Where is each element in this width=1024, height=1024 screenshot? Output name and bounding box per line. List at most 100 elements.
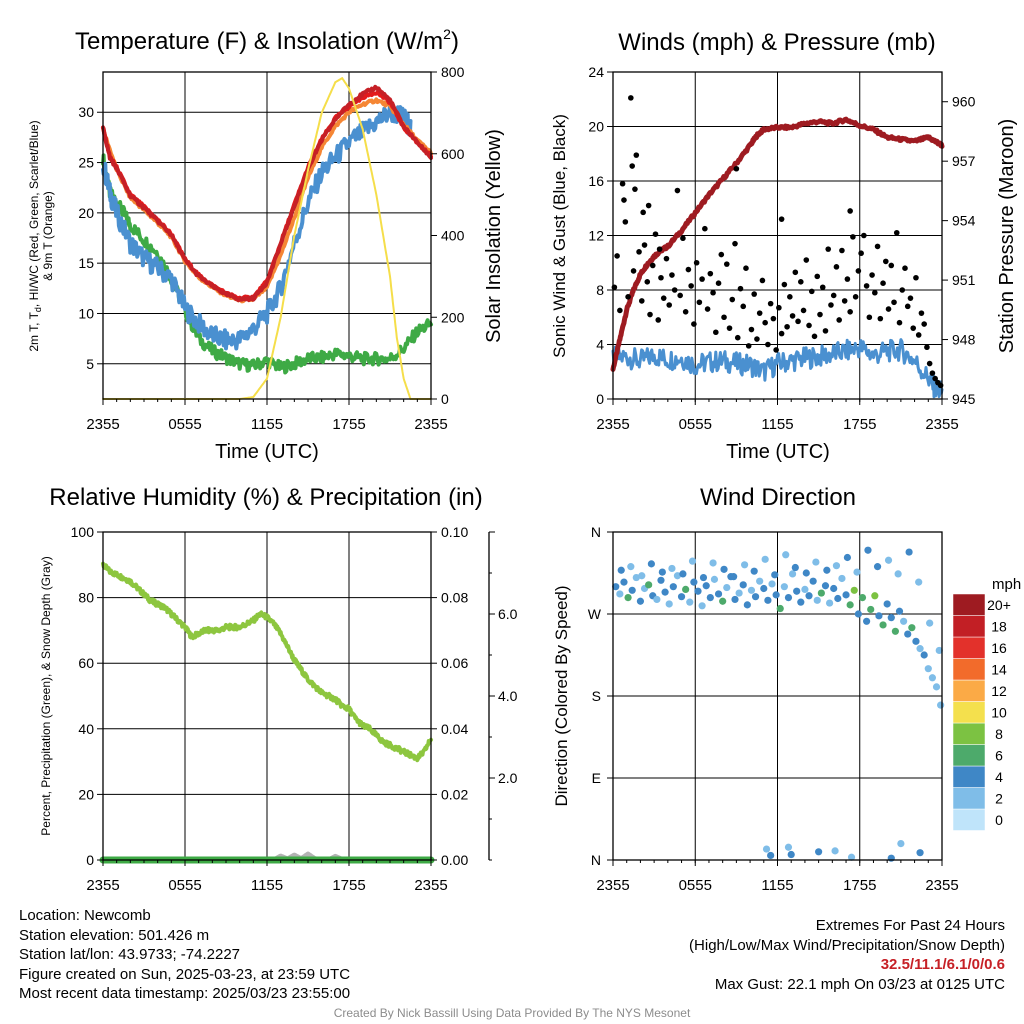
y-tick-label: S (592, 688, 601, 704)
gust-point (924, 344, 930, 351)
gust-point (789, 313, 796, 319)
direction-point (834, 594, 842, 603)
y2-tick-label: 954 (952, 213, 976, 229)
direction-point (741, 561, 749, 569)
direction-point (616, 590, 624, 598)
gust-point (699, 276, 705, 282)
direction-point (771, 571, 779, 579)
y-tick-label: 4 (596, 337, 604, 353)
y2-tick-label: 0.04 (441, 721, 468, 737)
legend-label: 8 (995, 726, 1003, 742)
direction-point (762, 845, 771, 853)
gust-point (814, 273, 821, 280)
y2-tick-label: 948 (952, 332, 976, 348)
legend-swatch (952, 658, 986, 681)
legend-label: 10 (991, 704, 1007, 720)
gust-point (680, 235, 686, 242)
legend-swatch (952, 722, 986, 745)
gust-point (784, 323, 790, 330)
y-tick-label: 20 (588, 119, 604, 135)
gust-point (677, 292, 683, 299)
direction-point (731, 595, 739, 604)
dir-panel-title: Wind Direction (700, 484, 856, 511)
gust-point (652, 231, 659, 237)
gust-point (888, 262, 895, 269)
direction-point (838, 574, 846, 583)
y-tick-label: 20 (78, 205, 94, 221)
direction-point (863, 617, 871, 625)
credit-text: Created By Nick Bassill Using Data Provi… (333, 1006, 691, 1020)
direction-point (719, 597, 727, 605)
gust-point (819, 284, 826, 291)
gust-point (877, 315, 884, 322)
gust-point (748, 326, 755, 333)
x-tick-label: 1155 (761, 877, 793, 894)
direction-point (690, 578, 698, 586)
direction-point (916, 645, 924, 653)
direction-point (809, 577, 817, 585)
y2-tick-label: 960 (952, 94, 976, 110)
gust-point (858, 250, 864, 257)
station-info: Location: Newcomb Station elevation: 501… (19, 906, 350, 1004)
temp-ylabel-left: 2m T, Td, HI/WC (Red, Green, Scarlet/Blu… (27, 120, 43, 351)
direction-point (768, 580, 776, 588)
gust-point (839, 247, 845, 254)
direction-point (787, 850, 795, 859)
legend-label: 16 (991, 640, 1007, 656)
direction-point (916, 849, 924, 857)
direction-point (846, 601, 854, 609)
gust-point (798, 279, 804, 285)
gust-point (718, 251, 725, 258)
y-tick-label: 40 (78, 721, 94, 737)
gust-point (734, 334, 741, 341)
direction-point (821, 582, 830, 590)
direction-point (823, 566, 831, 574)
temp-panel-title: Temperature (F) & Insolation (W/m2) (75, 26, 459, 55)
x-tick-label: 1155 (251, 877, 283, 894)
gust-point (721, 314, 727, 321)
direction-point (850, 586, 858, 594)
y2-tick-label: 0.08 (441, 590, 468, 606)
series-station-pressure (610, 116, 945, 372)
gust-point (866, 314, 873, 321)
gust-point (655, 317, 662, 323)
gust-point (825, 246, 832, 252)
gust-point (726, 325, 733, 331)
gust-point (918, 310, 925, 316)
gust-point (773, 347, 779, 353)
legend-swatch (952, 679, 986, 702)
direction-point (723, 583, 731, 592)
direction-point (924, 665, 932, 673)
gust-point (910, 325, 917, 331)
y2-tick-label: 0.06 (441, 655, 468, 671)
gust-point (762, 319, 768, 326)
gust-point (737, 285, 744, 292)
direction-point (636, 597, 645, 605)
created-text: Figure created on Sun, 2025-03-23, at 23… (19, 965, 351, 983)
direction-point (673, 572, 682, 580)
direction-point (632, 573, 640, 582)
direction-point (694, 587, 702, 595)
x-tick-label: 2355 (925, 416, 958, 433)
direction-point (784, 594, 793, 602)
wind-panel-title: Winds (mph) & Pressure (mb) (618, 29, 935, 56)
direction-point (706, 594, 714, 602)
direction-point (710, 575, 719, 583)
gust-point (628, 95, 634, 101)
gust-point (836, 317, 842, 323)
gust-point (691, 321, 697, 327)
x-tick-label: 0555 (168, 416, 201, 433)
direction-point (801, 585, 809, 594)
direction-point (847, 853, 856, 861)
y-tick-label: 10 (78, 305, 94, 321)
direction-point (883, 600, 891, 608)
gust-point (765, 341, 771, 348)
direction-point (867, 605, 875, 614)
y-tick-label: W (588, 606, 602, 622)
direction-point (743, 601, 751, 609)
direction-point (647, 560, 655, 568)
gust-point (702, 225, 708, 232)
y-tick-label: 24 (588, 64, 604, 80)
direction-point (665, 600, 673, 608)
direction-point (791, 563, 799, 572)
